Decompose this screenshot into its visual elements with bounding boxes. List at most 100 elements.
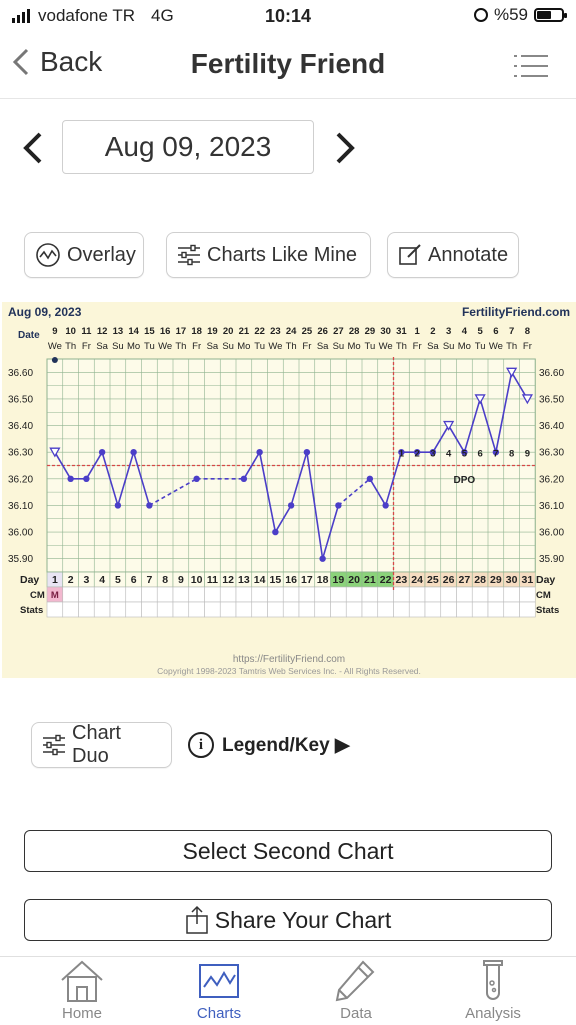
tab-home[interactable]: Home — [32, 959, 132, 1022]
status-bar: vodafone TR 4G 10:14 %59 — [0, 0, 576, 32]
dpo-label: 5 — [462, 449, 468, 460]
cm-cell — [377, 586, 394, 603]
cm-cell — [298, 586, 316, 603]
temp-segment — [274, 505, 292, 533]
date-label: 16 — [160, 326, 171, 337]
temp-point — [83, 475, 90, 483]
date-label: 24 — [286, 326, 297, 337]
share-chart-button[interactable]: Share Your Chart — [24, 899, 552, 941]
day-number: 27 — [459, 574, 471, 586]
cm-cell — [393, 586, 410, 603]
temp-segment — [384, 451, 403, 506]
bbt-chart[interactable]: Aug 09, 2023 FertilityFriend.com Date 9 We 10… — [2, 302, 576, 678]
weekday-label: Sa — [96, 341, 108, 352]
date-label: 23 — [270, 326, 281, 337]
chart-title: Aug 09, 2023 — [8, 305, 82, 319]
stats-cell — [188, 601, 205, 618]
ytick-label-right: 36.50 — [539, 394, 564, 405]
chart-duo-button[interactable]: Chart Duo — [31, 722, 172, 768]
dpo-label: 4 — [446, 449, 452, 460]
stats-cell — [46, 601, 64, 618]
tab-charts[interactable]: Charts — [169, 959, 269, 1022]
date-field[interactable]: Aug 09, 2023 — [62, 120, 314, 174]
legend-key-link[interactable]: i Legend/Key ▶ — [188, 732, 350, 758]
select-second-chart-button[interactable]: Select Second Chart — [24, 830, 552, 872]
annotate-button[interactable]: Annotate — [387, 232, 519, 278]
stats-cell — [219, 601, 237, 618]
ytick-label-right: 36.30 — [539, 448, 564, 459]
day-number: 15 — [270, 574, 282, 586]
temp-point — [98, 448, 106, 456]
day-number: 21 — [364, 574, 376, 586]
cm-cell — [204, 586, 221, 603]
weekday-label: Fr — [302, 341, 311, 352]
stats-cell — [456, 601, 473, 618]
cm-row-label: CM — [30, 590, 45, 601]
temp-segment — [369, 478, 387, 506]
temp-point — [492, 448, 500, 456]
page-title: Fertility Friend — [190, 48, 386, 79]
weekday-label: Fr — [413, 341, 422, 352]
stats-cell — [204, 601, 221, 618]
date-row-label: Date — [18, 330, 40, 341]
tab-home-label: Home — [61, 1005, 102, 1022]
day-number: 7 — [146, 574, 152, 586]
stats-cell — [330, 601, 347, 618]
status-right: %59 — [473, 5, 567, 25]
temp-segment — [306, 452, 324, 559]
ytick-label-left: 36.60 — [8, 368, 33, 379]
weekday-label: Sa — [427, 341, 439, 352]
dpo-label: 2 — [414, 449, 419, 460]
stats-cell — [393, 601, 410, 618]
clock: 10:14 — [264, 6, 312, 26]
intercourse-marker — [51, 357, 58, 363]
dpo-label: 3 — [430, 449, 435, 460]
battery-icon — [534, 8, 567, 22]
back-button[interactable]: Back — [12, 46, 102, 78]
chevron-left-icon[interactable] — [20, 130, 46, 166]
menu-icon[interactable] — [514, 54, 548, 78]
overlay-button[interactable]: Overlay — [24, 232, 144, 278]
date-label: 2 — [430, 326, 435, 337]
weekday-label: We — [379, 341, 393, 352]
charts-like-mine-button[interactable]: Charts Like Mine — [166, 232, 371, 278]
temp-segment — [463, 398, 481, 453]
temp-segment — [85, 451, 103, 480]
day-row-label: Day — [20, 574, 39, 586]
weekday-label: Tu — [365, 341, 376, 352]
stats-cell — [377, 601, 394, 618]
cm-cell — [109, 586, 127, 603]
cm-row-label-right: CM — [536, 590, 551, 601]
temp-point — [146, 502, 153, 509]
cm-cell — [235, 586, 253, 603]
date-label: 4 — [462, 326, 468, 337]
cm-cell — [172, 586, 190, 603]
cm-cell — [361, 586, 379, 603]
date-label: 19 — [207, 326, 218, 337]
dpo-label: 1 — [399, 449, 405, 460]
cm-cell — [456, 586, 473, 603]
temp-point — [443, 420, 455, 431]
stats-cell — [235, 601, 253, 618]
date-label: 29 — [365, 326, 376, 337]
ytick-label-left: 36.00 — [8, 528, 33, 539]
day-number: 26 — [443, 574, 455, 586]
annotate-label: Annotate — [428, 243, 509, 266]
date-label: 30 — [380, 326, 391, 337]
stats-cell — [156, 601, 174, 618]
date-label: 15 — [144, 326, 155, 337]
day-number: 5 — [115, 574, 121, 586]
temp-segment — [447, 425, 466, 453]
temp-segment — [132, 451, 151, 506]
chevron-right-icon[interactable] — [332, 130, 358, 166]
carrier-label: vodafone TR — [38, 6, 136, 25]
weekday-label: Fr — [523, 341, 532, 352]
tab-data[interactable]: Data — [306, 959, 406, 1022]
cm-cell — [424, 586, 442, 603]
share-icon — [186, 905, 208, 934]
info-icon: i — [188, 732, 214, 758]
tab-analysis[interactable]: Analysis — [443, 959, 543, 1022]
ytick-label-left: 36.20 — [8, 474, 33, 485]
share-chart-label: Share Your Chart — [214, 906, 392, 933]
